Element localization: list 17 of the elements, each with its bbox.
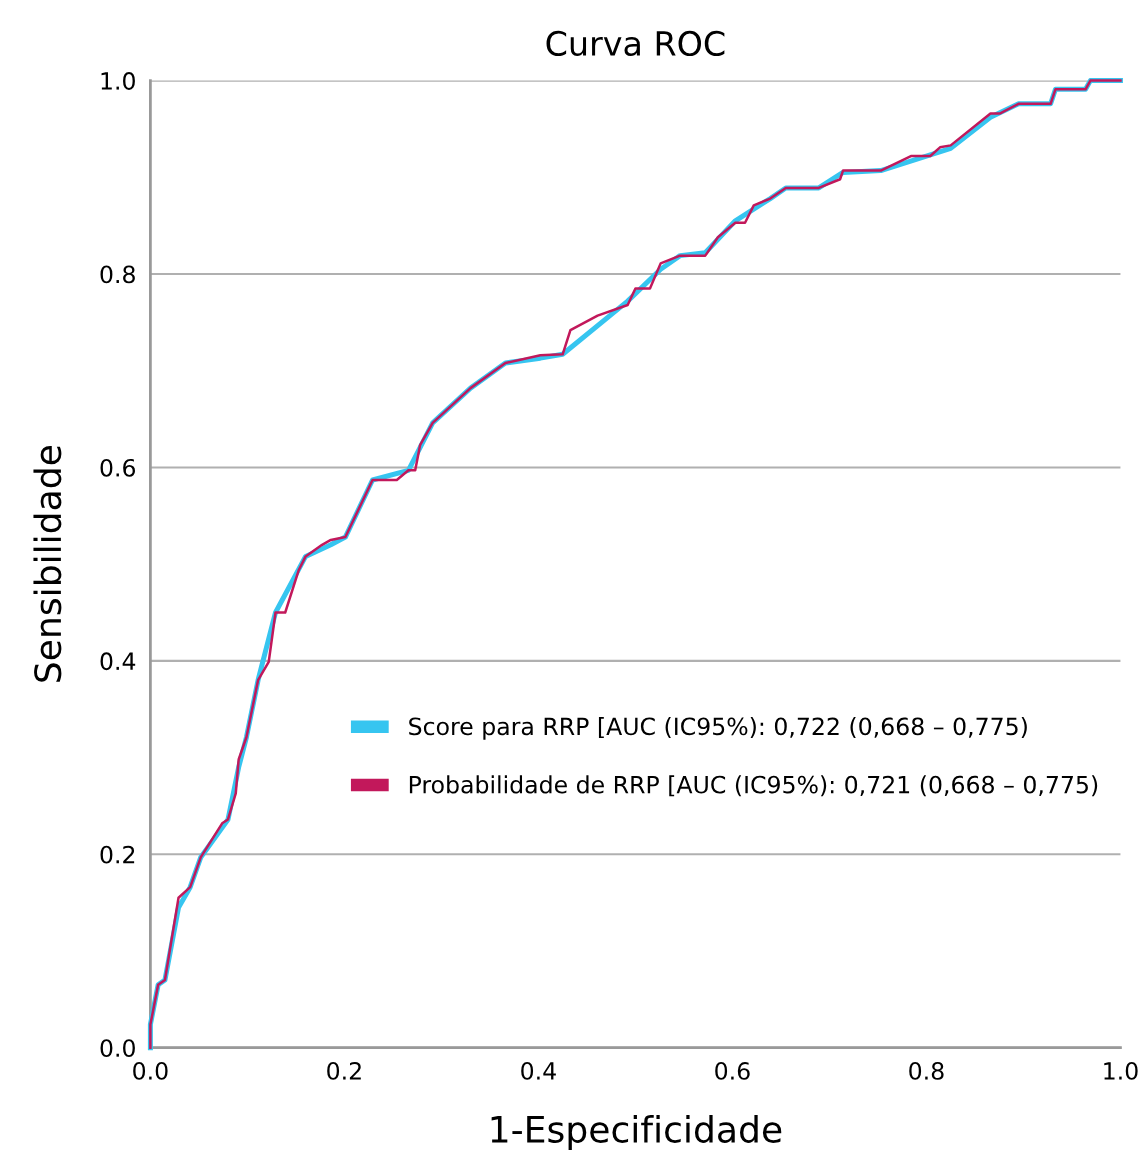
y-tick-label: 0.2 xyxy=(100,845,135,864)
x-tick-label: 0.4 xyxy=(521,1062,556,1080)
x-tick-label: 1.0 xyxy=(1104,1062,1138,1080)
x-axis-title: 1-Especificidade xyxy=(491,1114,782,1150)
y-tick-label: 0.0 xyxy=(100,1039,135,1057)
x-tick-label: 0.0 xyxy=(133,1062,168,1080)
legend-label: Score para RRP [AUC (IC95%): 0,722 (0,668 – 0,775) xyxy=(409,717,1027,740)
y-tick-label: 1.0 xyxy=(101,72,135,90)
x-tick-label: 0.2 xyxy=(327,1062,361,1080)
y-tick-label: 0.6 xyxy=(100,458,136,477)
y-axis-title: Sensibilidade xyxy=(33,446,62,682)
y-tick-label: 0.8 xyxy=(100,265,135,284)
x-tick-label: 0.8 xyxy=(909,1062,944,1080)
x-tick-label: 0.6 xyxy=(715,1062,750,1080)
y-tick-label: 0.4 xyxy=(100,652,136,671)
legend-label: Probabilidade de RRP [AUC (IC95%): 0,721 (0,668 – 0,775) xyxy=(409,775,1098,797)
chart-title: Curva ROC xyxy=(546,30,725,57)
